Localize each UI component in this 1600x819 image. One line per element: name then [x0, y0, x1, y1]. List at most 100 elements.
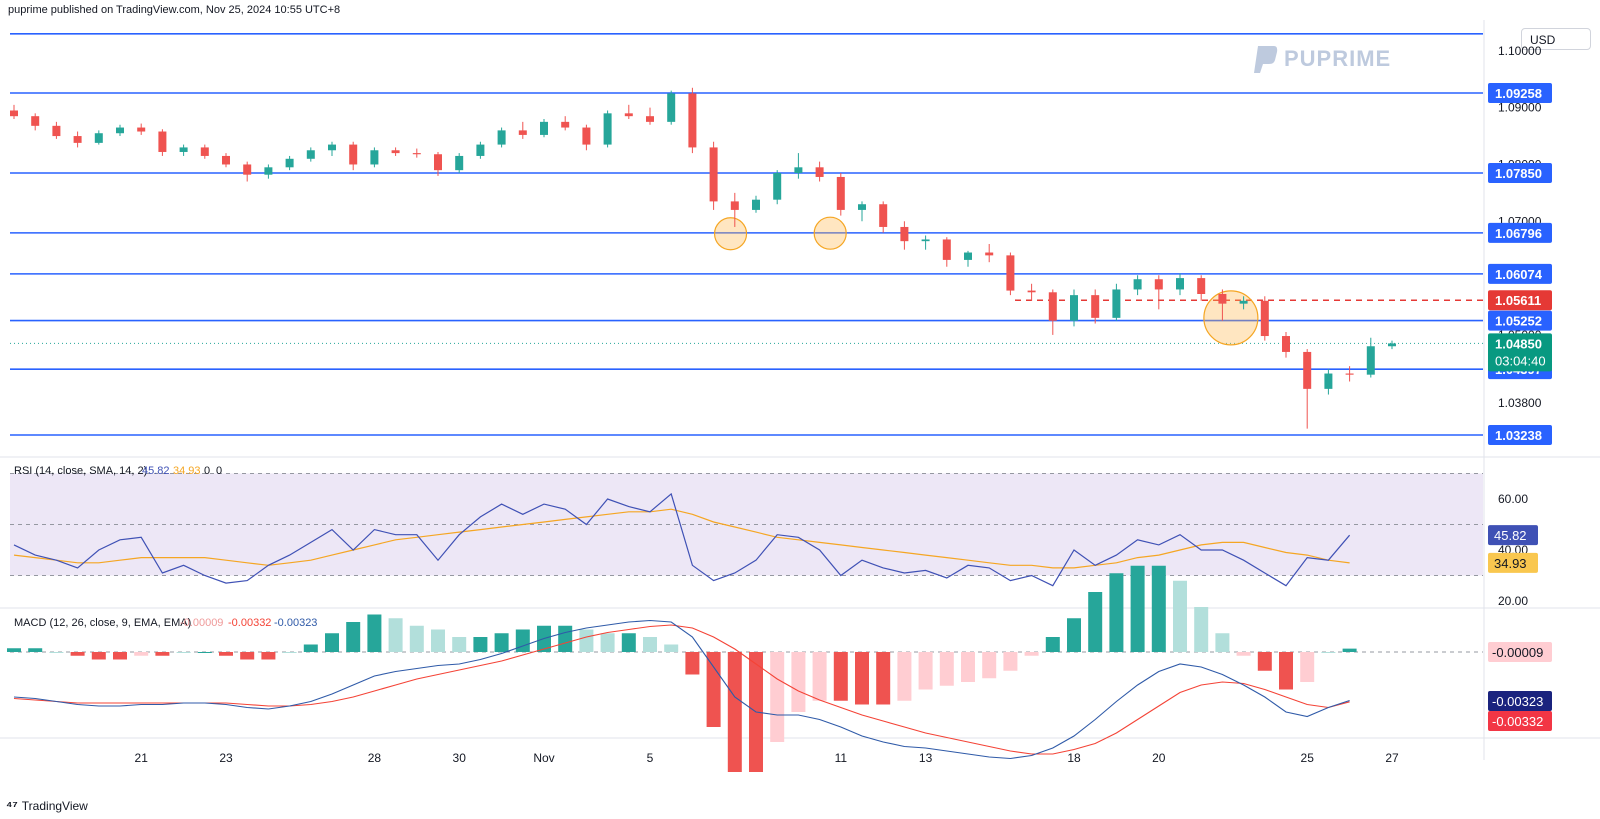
macd-histogram-bar	[961, 652, 975, 682]
rsi-value-badge	[1488, 525, 1538, 546]
watermark-text: PUPRIME	[1284, 46, 1392, 71]
currency-selector[interactable]: USD	[1521, 28, 1591, 50]
candle-down	[31, 116, 40, 126]
macd-line	[13, 619, 1350, 760]
candle-up	[752, 199, 760, 210]
macd-histogram-bar	[1067, 618, 1081, 652]
candle-down	[688, 93, 697, 148]
macd-histogram-bar	[1194, 607, 1209, 652]
macd-histogram-bar	[240, 652, 255, 660]
time-axis-label: 18	[1067, 751, 1081, 765]
candle-down	[1006, 255, 1015, 291]
price-tick-label: 1.10000	[1498, 44, 1542, 58]
candle-down	[1282, 336, 1290, 352]
macd-histogram-bar	[388, 618, 403, 652]
macd-signal-badge	[1488, 711, 1552, 731]
rsi-value-inline: 45.82	[142, 465, 170, 477]
candle-down	[1303, 351, 1312, 389]
macd-title: MACD (12, 26, close, 9, EMA, EMA)	[14, 617, 191, 629]
macd-histogram-bar	[1257, 652, 1272, 671]
candle-up	[1388, 343, 1396, 347]
macd-histogram-bar	[70, 652, 85, 656]
rsi-tick-label: 20.00	[1498, 594, 1528, 608]
macd-histogram-bar	[494, 633, 509, 652]
level-price-label: 1.06796	[1495, 226, 1542, 241]
candle-up	[476, 144, 485, 156]
macd-histogram-bar	[49, 652, 64, 653]
macd-histogram-bar	[409, 625, 424, 652]
candle-down	[243, 164, 252, 175]
rsi-title: RSI (14, close, SMA, 14, 2)	[14, 465, 147, 477]
macd-histogram-bar	[452, 637, 467, 652]
macd-histogram-bar	[1109, 573, 1124, 652]
macd-histogram-bar	[431, 629, 445, 652]
macd-hist-label: -0.00009	[1492, 645, 1543, 660]
level-price-badge	[1488, 310, 1552, 331]
candle-up	[455, 155, 464, 171]
level-price-label: 1.03238	[1495, 428, 1542, 443]
level-price-badge	[1488, 162, 1552, 183]
macd-histogram-bar	[1045, 637, 1060, 652]
level-price-badge	[1488, 263, 1552, 284]
macd-histogram-bar	[515, 629, 530, 652]
publisher-line: puprime published on TradingView.com, No…	[8, 4, 341, 16]
macd-histogram-bar	[579, 629, 594, 652]
candle-down	[561, 121, 570, 128]
macd-signal-label: -0.00332	[1492, 714, 1543, 729]
time-axis-label: Nov	[533, 751, 554, 765]
current-price-label: 1.04850	[1495, 336, 1542, 351]
macd-histogram-bar	[1088, 592, 1103, 652]
tradingview-logo-icon: ⁴⁷	[6, 798, 18, 813]
macd-line-label: -0.00323	[1492, 694, 1543, 709]
macd-histogram-bar	[664, 644, 679, 652]
time-axis-label: 28	[368, 751, 382, 765]
macd-histogram-bar	[219, 652, 233, 656]
puprime-logo-icon	[1254, 46, 1278, 73]
macd-histogram-bar	[1024, 652, 1039, 656]
time-axis-label: 23	[219, 751, 233, 765]
candle-down	[200, 147, 209, 156]
level-price-label: 1.05252	[1495, 314, 1542, 329]
level-price-label: 1.09258	[1495, 86, 1542, 101]
candle-down	[1154, 279, 1163, 290]
current-price-badge	[1488, 333, 1552, 372]
candle-down	[815, 167, 824, 177]
candle-up	[264, 167, 273, 175]
macd-histogram-bar	[1173, 580, 1187, 652]
candle-up	[667, 93, 676, 122]
candle-up	[306, 150, 315, 159]
macd-line-inline: -0.00323	[274, 617, 317, 629]
time-axis-label: 5	[647, 751, 654, 765]
rsi-extra-inline: 0	[204, 465, 210, 477]
macd-histogram-bar	[113, 652, 127, 660]
macd-signal-inline: -0.00332	[228, 617, 271, 629]
candle-down	[624, 113, 633, 117]
macd-histogram-bar	[134, 652, 149, 656]
macd-histogram-bar	[7, 648, 21, 652]
candle-down	[582, 127, 591, 145]
macd-histogram-bar	[939, 652, 954, 686]
candle-up	[1070, 295, 1078, 321]
macd-histogram-bar	[621, 633, 636, 652]
macd-histogram-bar	[261, 652, 276, 660]
candle-down	[985, 252, 994, 256]
macd-histogram-bar	[303, 644, 318, 652]
macd-histogram-bar	[1321, 652, 1336, 653]
candle-down	[158, 131, 167, 152]
resistance-price-badge	[1488, 290, 1552, 311]
time-axis-label: 25	[1301, 751, 1315, 765]
candle-down	[391, 150, 400, 154]
candle-down	[942, 239, 951, 260]
time-axis-label: 20	[1152, 751, 1166, 765]
time-axis-label: 13	[919, 751, 933, 765]
macd-hist-badge	[1488, 642, 1552, 662]
rsi-sma-line	[13, 508, 1350, 569]
macd-histogram-bar	[643, 637, 657, 652]
candle-down	[879, 204, 888, 227]
resistance-price-label: 1.05611	[1495, 293, 1541, 308]
candle-down	[730, 201, 739, 210]
rsi-line	[13, 492, 1351, 587]
candle-down	[1218, 293, 1227, 304]
candle-up	[1176, 278, 1184, 290]
